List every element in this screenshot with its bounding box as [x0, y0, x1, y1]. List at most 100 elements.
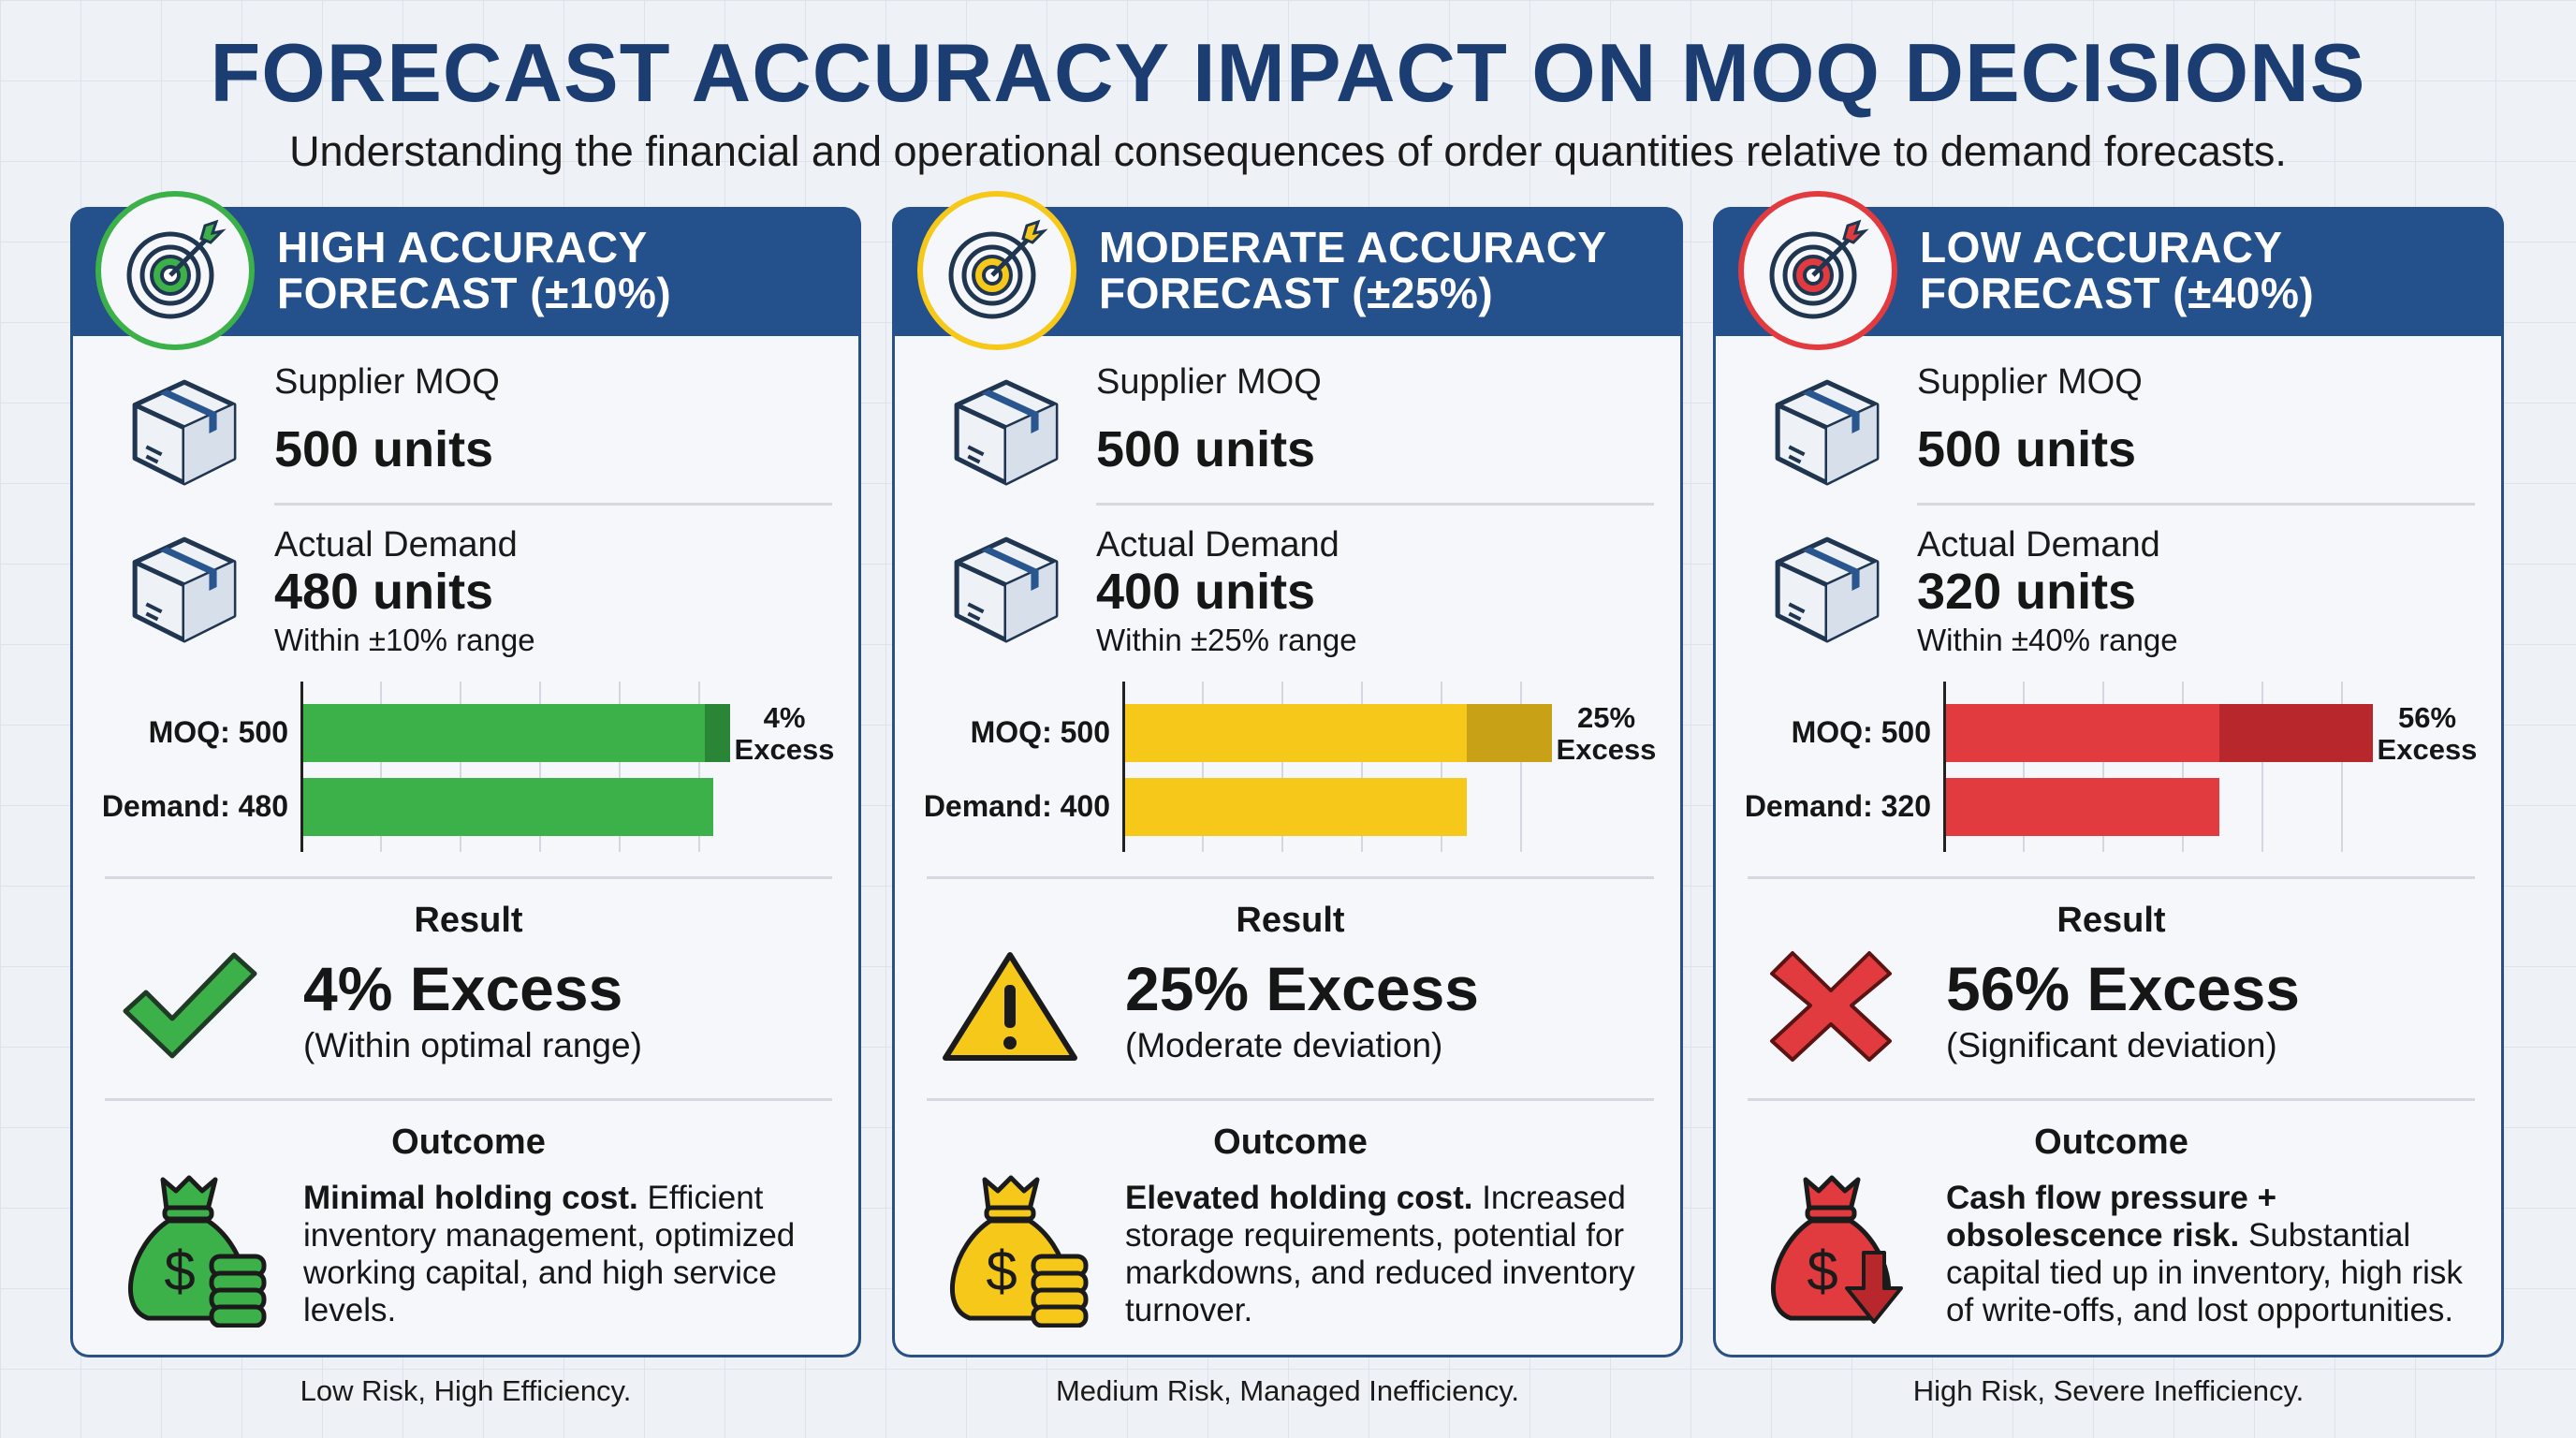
outcome-detail: Efficient inventory management, optimize… — [303, 1180, 796, 1328]
card-title-line1: LOW ACCURACY — [1920, 223, 2283, 271]
outcome-heading: Outcome — [2034, 1123, 2188, 1162]
actual-demand-label: Actual Demand — [1917, 525, 2160, 565]
chart-gridline — [2182, 682, 2184, 852]
divider — [927, 876, 1654, 879]
chart-axis — [300, 682, 303, 852]
target-icon — [917, 191, 1076, 350]
excess-word: Excess — [1556, 733, 1657, 766]
forecast-card-3: LOW ACCURACY FORECAST (±40%) Supplier MO… — [1713, 191, 2507, 1357]
excess-word: Excess — [734, 733, 835, 766]
result-heading: Result — [1236, 901, 1345, 940]
excess-percent: 25% — [1576, 701, 1636, 734]
divider — [1917, 503, 2475, 506]
chart-gridline — [1441, 682, 1442, 852]
card-title: MODERATE ACCURACY FORECAST (±25%) — [1099, 225, 1607, 316]
bar-moq — [303, 704, 705, 762]
chart-axis — [1122, 682, 1125, 852]
outcome-heading: Outcome — [1213, 1123, 1368, 1162]
outcome-heading: Outcome — [391, 1123, 546, 1162]
outcome-detail: Substantial capital tied up in inventory… — [1946, 1217, 2463, 1328]
actual-demand-value: 400 units — [1096, 564, 1316, 620]
moq-vs-demand-bar-chart: MOQ: 500 Demand: 480 4% Excess — [73, 678, 864, 856]
result-heading: Result — [2056, 901, 2166, 940]
chart-gridline — [2102, 682, 2104, 852]
card-title-line2: FORECAST (±10%) — [277, 269, 672, 317]
chart-gridline — [698, 682, 700, 852]
moq-vs-demand-bar-chart: MOQ: 500 Demand: 320 56% Excess — [1716, 678, 2507, 856]
result-note: (Within optimal range) — [303, 1026, 642, 1064]
chart-gridline — [2261, 682, 2263, 852]
divider — [1096, 503, 1654, 506]
bar-label-moq: MOQ: 500 — [148, 715, 288, 749]
box-icon — [132, 379, 237, 486]
card-title-line1: HIGH ACCURACY — [277, 223, 648, 271]
card-footer: Medium Risk, Managed Inefficiency. — [1055, 1374, 1520, 1407]
divider — [1748, 876, 2475, 879]
actual-demand-label: Actual Demand — [1096, 525, 1339, 565]
excess-percent: 4% — [763, 701, 806, 734]
svg-text:$: $ — [986, 1240, 1017, 1302]
outcome-text: Minimal holding cost. Efficient inventor… — [303, 1180, 846, 1329]
page-title: FORECAST ACCURACY IMPACT ON MOQ DECISION… — [210, 26, 2366, 119]
demand-range-note: Within ±10% range — [274, 623, 535, 657]
bar-label-demand: Demand: 400 — [923, 789, 1110, 823]
outcome-text: Elevated holding cost. Increased storage… — [1125, 1180, 1668, 1329]
divider — [274, 503, 832, 506]
box-icon — [954, 379, 1059, 486]
chart-gridline — [1281, 682, 1283, 852]
excess-label: 25% Excess — [1541, 702, 1672, 766]
supplier-moq-value: 500 units — [274, 421, 494, 477]
svg-text:$: $ — [1807, 1240, 1837, 1302]
moq-vs-demand-bar-chart: MOQ: 500 Demand: 400 25% Excess — [895, 678, 1686, 856]
divider — [1748, 1098, 2475, 1101]
bar-moq-excess — [1466, 704, 1552, 762]
money-bag-down-arrow-icon: $ — [1753, 1167, 1912, 1328]
chart-gridline — [380, 682, 382, 852]
card-footer: Low Risk, High Efficiency. — [300, 1374, 632, 1407]
result-value: 4% Excess — [303, 954, 623, 1023]
supplier-moq-label: Supplier MOQ — [274, 362, 500, 402]
money-bag-coins-icon: $ — [110, 1167, 270, 1328]
card-footer: High Risk, Severe Inefficiency. — [1912, 1374, 2305, 1407]
chart-gridline — [619, 682, 621, 852]
chart-gridline — [1202, 682, 1204, 852]
supplier-moq-label: Supplier MOQ — [1096, 362, 1322, 402]
excess-label: 56% Excess — [2362, 702, 2493, 766]
svg-text:$: $ — [164, 1240, 195, 1302]
excess-percent: 56% — [2397, 701, 2457, 734]
bar-label-moq: MOQ: 500 — [970, 715, 1110, 749]
result-note: (Significant deviation) — [1946, 1026, 2277, 1064]
outcome-detail: Increased storage requirements, potentia… — [1125, 1180, 1635, 1328]
result-value: 56% Excess — [1946, 954, 2300, 1023]
card-title: HIGH ACCURACY FORECAST (±10%) — [277, 225, 671, 316]
chart-gridline — [2341, 682, 2343, 852]
result-heading: Result — [414, 901, 523, 940]
chart-axis — [1943, 682, 1946, 852]
card-title: LOW ACCURACY FORECAST (±40%) — [1920, 225, 2314, 316]
divider — [927, 1098, 1654, 1101]
forecast-card-1: HIGH ACCURACY FORECAST (±10%) Supplier M… — [70, 191, 864, 1357]
actual-demand-value: 480 units — [274, 564, 494, 620]
bar-demand — [1125, 778, 1467, 836]
chart-gridline — [1361, 682, 1363, 852]
bar-label-moq: MOQ: 500 — [1791, 715, 1931, 749]
money-bag-coins-icon: $ — [932, 1167, 1091, 1328]
divider — [105, 1098, 832, 1101]
box-icon — [1775, 536, 1880, 643]
result-value: 25% Excess — [1125, 954, 1479, 1023]
demand-range-note: Within ±25% range — [1096, 623, 1357, 657]
forecast-card-2: MODERATE ACCURACY FORECAST (±25%) Suppli… — [892, 191, 1686, 1357]
outcome-bold: Elevated holding cost. — [1125, 1180, 1473, 1216]
card-title-line2: FORECAST (±25%) — [1099, 269, 1494, 317]
outcome-bold: Cash flow pressure + obsolescence risk. — [1946, 1180, 2277, 1254]
demand-range-note: Within ±40% range — [1917, 623, 2178, 657]
box-icon — [132, 536, 237, 643]
bar-moq — [1946, 704, 2219, 762]
bar-demand — [303, 778, 713, 836]
bar-demand — [1946, 778, 2219, 836]
bar-moq-excess — [2218, 704, 2373, 762]
bar-moq — [1125, 704, 1467, 762]
supplier-moq-label: Supplier MOQ — [1917, 362, 2143, 402]
excess-label: 4% Excess — [719, 702, 850, 766]
chart-gridline — [460, 682, 461, 852]
